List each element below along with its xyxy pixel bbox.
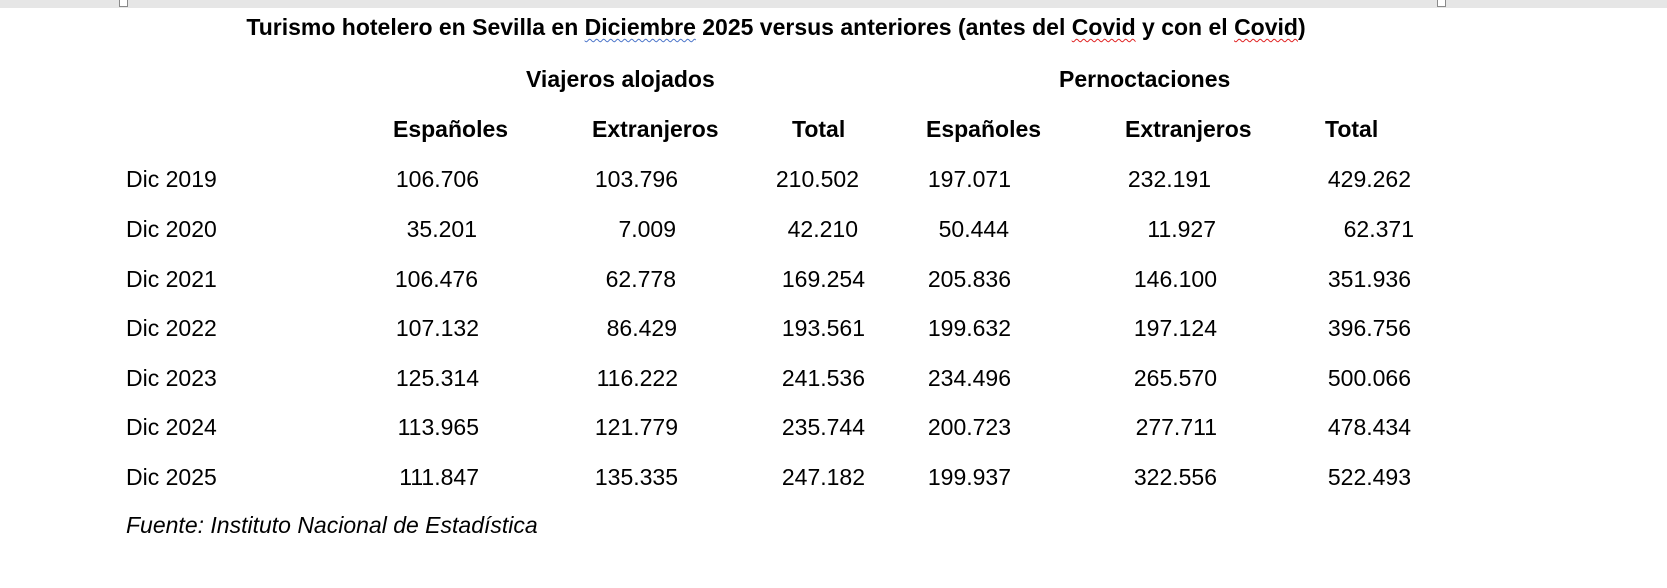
table-cell: 169.254 — [781, 266, 865, 292]
table-row: Dic 2023 125.314 116.222 241.536 234.496… — [0, 365, 1667, 395]
row-period: Dic 2019 — [126, 166, 217, 192]
table-row: Dic 2022 107.132 86.429 193.561 199.632 … — [0, 315, 1667, 345]
spell-flag-covid: Covid — [1071, 14, 1136, 40]
table-cell: 247.182 — [781, 464, 865, 490]
document-title: Turismo hotelero en Sevilla en Diciembre… — [246, 14, 1306, 40]
table-cell: 232.191 — [1127, 166, 1211, 192]
column-header: Extranjeros — [592, 116, 719, 142]
source-note: Fuente: Instituto Nacional de Estadístic… — [126, 512, 538, 538]
table-cell: 277.711 — [1135, 414, 1217, 440]
table-cell: 197.124 — [1133, 315, 1217, 341]
group-header-viajeros: Viajeros alojados — [526, 66, 715, 92]
row-period: Dic 2020 — [126, 216, 217, 242]
table-cell: 522.493 — [1327, 464, 1411, 490]
table-cell: 50.444 — [938, 216, 1009, 242]
row-period: Dic 2023 — [126, 365, 217, 391]
table-cell: 7.009 — [618, 216, 676, 242]
table-cell: 429.262 — [1327, 166, 1411, 192]
document-top-strip — [0, 0, 1667, 8]
margin-marker-right — [1437, 0, 1446, 7]
table-row: Dic 2019 106.706 103.796 210.502 197.071… — [0, 166, 1667, 196]
table-cell: 396.756 — [1327, 315, 1411, 341]
table-cell: 111.847 — [399, 464, 479, 490]
table-cell: 135.335 — [594, 464, 678, 490]
table-cell: 42.210 — [787, 216, 858, 242]
table-cell: 322.556 — [1133, 464, 1217, 490]
table-cell: 62.371 — [1343, 216, 1414, 242]
row-period: Dic 2021 — [126, 266, 217, 292]
table-cell: 235.744 — [781, 414, 865, 440]
table-cell: 265.570 — [1133, 365, 1217, 391]
group-header-pernoctaciones: Pernoctaciones — [1059, 66, 1231, 92]
table-cell: 125.314 — [395, 365, 479, 391]
table-cell: 197.071 — [927, 166, 1011, 192]
table-row: Dic 2024 113.965 121.779 235.744 200.723… — [0, 414, 1667, 444]
table-row: Dic 2021 106.476 62.778 169.254 205.836 … — [0, 266, 1667, 296]
table-cell: 478.434 — [1327, 414, 1411, 440]
table-cell: 121.779 — [594, 414, 678, 440]
table-cell: 86.429 — [606, 315, 677, 341]
table-cell: 234.496 — [927, 365, 1011, 391]
table-cell: 106.476 — [394, 266, 478, 292]
row-period: Dic 2024 — [126, 414, 217, 440]
table-cell: 193.561 — [781, 315, 865, 341]
table-cell: 113.965 — [397, 414, 479, 440]
column-header: Españoles — [926, 116, 1042, 142]
table-cell: 35.201 — [406, 216, 477, 242]
row-period: Dic 2022 — [126, 315, 217, 341]
table-cell: 200.723 — [927, 414, 1011, 440]
spell-flag-covid: Covid — [1234, 14, 1298, 40]
table-cell: 146.100 — [1133, 266, 1217, 292]
column-header: Españoles — [393, 116, 509, 142]
table-cell: 241.536 — [781, 365, 865, 391]
column-header: Total — [792, 116, 846, 142]
table-cell: 351.936 — [1327, 266, 1411, 292]
spell-flag-diciembre: Diciembre — [584, 14, 696, 40]
table-cell: 116.222 — [596, 365, 678, 391]
margin-marker-left — [119, 0, 128, 7]
table-cell: 107.132 — [395, 315, 479, 341]
table-cell: 62.778 — [605, 266, 676, 292]
table-cell: 103.796 — [594, 166, 678, 192]
table-cell: 205.836 — [927, 266, 1011, 292]
table-cell: 210.502 — [775, 166, 859, 192]
table-cell: 106.706 — [395, 166, 479, 192]
table-cell: 199.632 — [927, 315, 1011, 341]
table-cell: 11.927 — [1147, 216, 1216, 242]
column-header: Total — [1325, 116, 1379, 142]
row-period: Dic 2025 — [126, 464, 217, 490]
table-cell: 199.937 — [927, 464, 1011, 490]
column-header: Extranjeros — [1125, 116, 1252, 142]
table-cell: 500.066 — [1327, 365, 1411, 391]
table-row: Dic 2020 35.201 7.009 42.210 50.444 11.9… — [0, 216, 1667, 246]
table-row: Dic 2025 111.847 135.335 247.182 199.937… — [0, 464, 1667, 494]
